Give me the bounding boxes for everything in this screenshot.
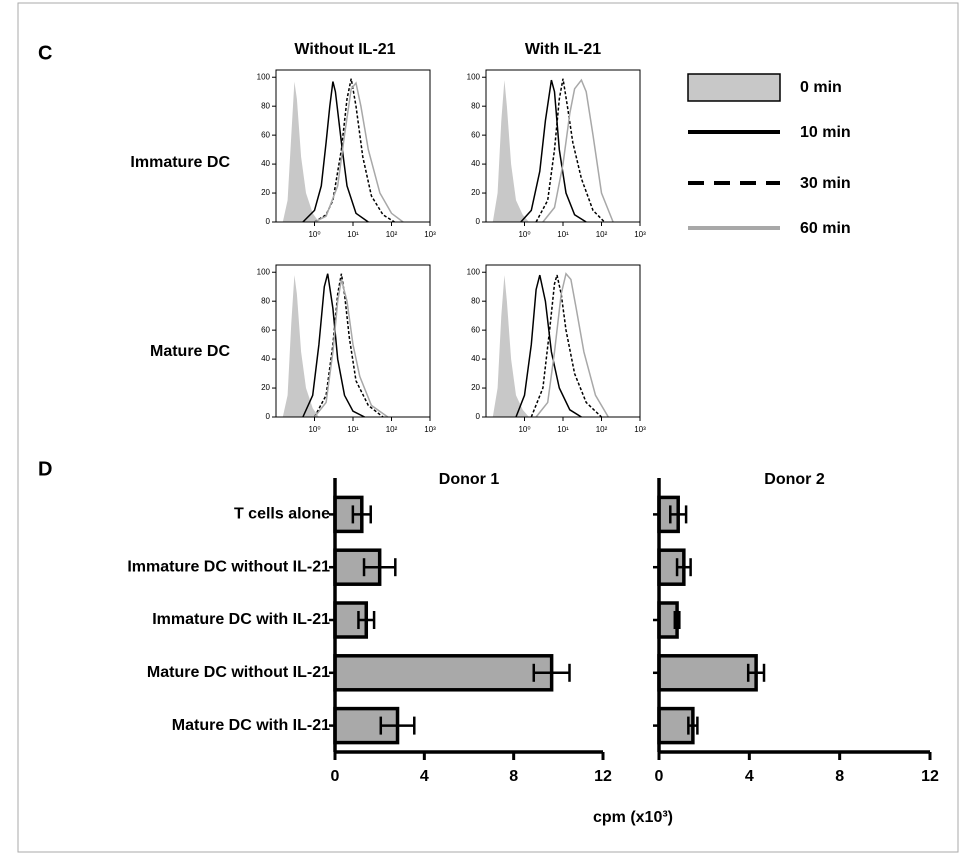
histogram-curve [535,272,609,418]
column-title: With IL-21 [525,41,601,58]
category-label: T cells alone [234,506,330,523]
y-tick-label: 60 [261,325,270,334]
x-tick-label: 10⁰ [308,425,320,434]
bar [333,654,554,692]
y-tick-label: 0 [266,217,271,226]
histogram-curve [515,274,582,418]
y-tick-label: 60 [471,130,480,139]
x-tick-label: 0 [655,768,664,785]
histogram-curve [314,78,395,223]
panel-label: C [38,42,52,64]
x-axis-label: cpm (x10³) [593,809,673,826]
category-label: Immature DC with IL-21 [152,611,330,628]
x-tick-label: 10³ [424,230,436,239]
histogram-curve [302,273,365,418]
x-tick-label: 4 [420,768,429,785]
y-tick-label: 80 [471,296,480,305]
y-tick-label: 60 [471,325,480,334]
y-tick-label: 100 [257,267,271,276]
y-tick-label: 40 [471,354,480,363]
x-tick-label: 10¹ [347,230,359,239]
histogram-curve [542,78,614,223]
x-tick-label: 10² [386,425,398,434]
frame [17,2,959,853]
x-tick-label: 10¹ [347,425,359,434]
y-tick-label: 20 [261,188,270,197]
histogram-curve [530,274,603,418]
y-tick-label: 20 [471,188,480,197]
x-tick-label: 8 [835,768,844,785]
legend-swatch [687,73,781,102]
row-title: Mature DC [150,343,230,360]
x-tick-label: 10² [386,230,398,239]
y-tick-label: 40 [471,159,480,168]
panel-label: D [38,458,52,480]
y-tick-label: 80 [471,101,480,110]
y-tick-label: 100 [467,267,481,276]
histogram-curve [282,81,319,222]
category-label: Mature DC with IL-21 [172,717,330,734]
histogram-curve [313,273,384,418]
y-tick-label: 20 [261,383,270,392]
legend-label: 10 min [800,124,851,141]
chart-title: Donor 1 [439,471,500,488]
y-tick-label: 80 [261,101,270,110]
legend-label: 60 min [800,220,851,237]
chart-title: Donor 2 [764,471,825,488]
x-tick-label: 10⁰ [308,230,320,239]
legend-label: 0 min [800,79,842,96]
y-tick-label: 40 [261,159,270,168]
column-title: Without IL-21 [294,41,395,58]
x-tick-label: 10¹ [557,230,569,239]
y-tick-label: 80 [261,296,270,305]
y-tick-label: 40 [261,354,270,363]
x-tick-label: 12 [921,768,939,785]
y-tick-label: 0 [266,412,271,421]
x-tick-label: 10³ [634,230,646,239]
y-tick-label: 100 [257,72,271,81]
histogram-curve [492,275,529,417]
x-tick-label: 10¹ [557,425,569,434]
row-title: Immature DC [130,154,230,171]
x-tick-label: 4 [745,768,754,785]
legend-label: 30 min [800,175,851,192]
y-tick-label: 60 [261,130,270,139]
y-tick-label: 0 [476,412,481,421]
x-tick-label: 10³ [424,425,436,434]
x-tick-label: 10⁰ [518,230,530,239]
y-tick-label: 20 [471,383,480,392]
histogram-curve [282,275,319,417]
x-tick-label: 12 [594,768,612,785]
x-tick-label: 10² [596,230,608,239]
x-tick-label: 0 [331,768,340,785]
histogram-curve [535,78,606,223]
histogram-curve [492,80,529,222]
histogram-curve [302,81,369,223]
x-tick-label: 8 [509,768,518,785]
y-tick-label: 0 [476,217,481,226]
bar [657,654,758,692]
x-tick-label: 10² [596,425,608,434]
x-tick-label: 10³ [634,425,646,434]
y-tick-label: 100 [467,72,481,81]
histogram-curve [314,81,404,223]
histogram-curve [520,79,587,223]
x-tick-label: 10⁰ [518,425,530,434]
category-label: Immature DC without IL-21 [127,558,330,575]
category-label: Mature DC without IL-21 [147,664,330,681]
histogram-curve [313,279,389,418]
